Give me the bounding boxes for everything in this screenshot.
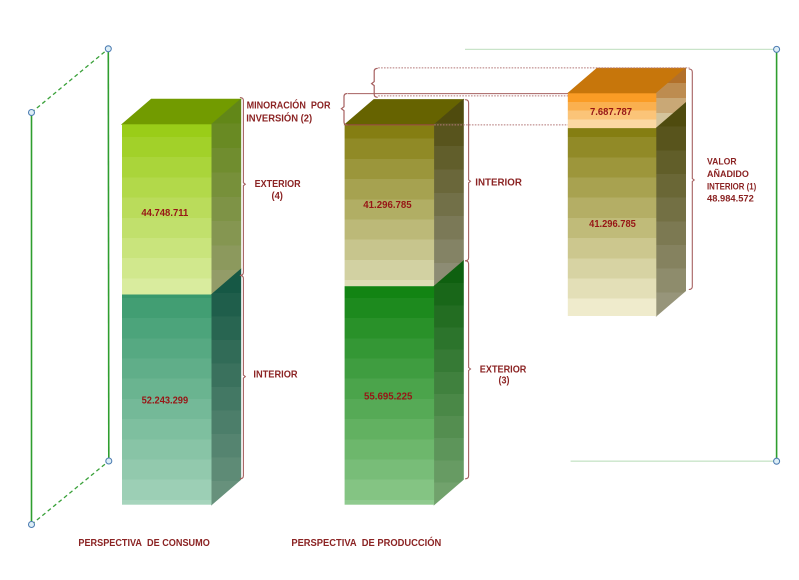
svg-text:VALOR: VALOR [707, 157, 737, 167]
svg-text:41.296.785: 41.296.785 [363, 200, 412, 211]
svg-text:AÑADIDO: AÑADIDO [707, 169, 749, 179]
svg-text:52.243.299: 52.243.299 [142, 396, 189, 407]
svg-text:PERSPECTIVA DE PRODUCCIÓN: PERSPECTIVA DE PRODUCCIÓN [291, 536, 441, 549]
svg-text:7.687.787: 7.687.787 [590, 107, 632, 118]
svg-text:INTERIOR: INTERIOR [475, 178, 522, 189]
svg-text:EXTERIOR: EXTERIOR [255, 179, 302, 190]
svg-text:MINORACIÓN POR: MINORACIÓN POR [247, 99, 332, 112]
svg-text:55.695.225: 55.695.225 [364, 391, 413, 402]
svg-text:(4): (4) [271, 191, 283, 202]
svg-text:INTERIOR: INTERIOR [253, 369, 298, 380]
svg-text:INTERIOR (1): INTERIOR (1) [707, 182, 756, 192]
svg-text:48.984.572: 48.984.572 [707, 194, 754, 204]
svg-text:44.748.711: 44.748.711 [141, 208, 188, 219]
svg-text:41.296.785: 41.296.785 [589, 219, 636, 230]
svg-text:PERSPECTIVA DE CONSUMO: PERSPECTIVA DE CONSUMO [78, 538, 210, 549]
svg-text:EXTERIOR: EXTERIOR [480, 365, 527, 376]
svg-text:(3): (3) [499, 376, 510, 387]
svg-text:INVERSIÓN (2): INVERSIÓN (2) [246, 112, 312, 125]
